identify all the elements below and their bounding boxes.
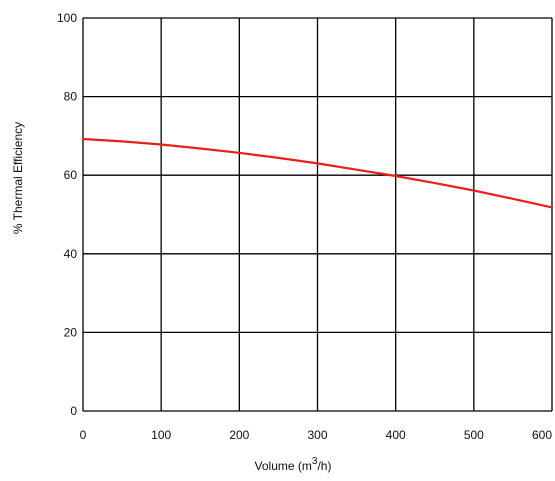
x-tick-label: 300 (307, 428, 327, 442)
x-tick-label: 200 (229, 428, 249, 442)
x-tick-label: 0 (80, 428, 87, 442)
y-tick-label: 20 (64, 325, 78, 339)
chart-series (81, 137, 554, 209)
y-tick-labels: 0 20 40 60 80 100 (57, 11, 77, 418)
y-tick-label: 40 (64, 247, 78, 261)
y-tick-label: 100 (57, 11, 77, 25)
y-tick-label: 80 (64, 90, 78, 104)
x-axis-label: Volume (m3/h) (255, 456, 332, 473)
y-tick-label: 0 (70, 404, 77, 418)
x-tick-label: 400 (386, 428, 406, 442)
x-tick-label: 100 (151, 428, 171, 442)
x-axis-label-unit: /h) (317, 459, 331, 473)
x-axis-label-superscript: 3 (312, 456, 318, 467)
x-axis-label-main: Volume (m (255, 459, 312, 473)
y-tick-label: 60 (64, 168, 78, 182)
x-tick-label: 500 (464, 428, 484, 442)
x-tick-labels: 0 100 200 300 400 500 600 (80, 428, 553, 442)
x-tick-label: 600 (532, 428, 552, 442)
efficiency-series-line (81, 137, 554, 209)
y-axis-label: % Thermal Efficiency (11, 122, 25, 234)
chart-grid (82, 17, 553, 412)
